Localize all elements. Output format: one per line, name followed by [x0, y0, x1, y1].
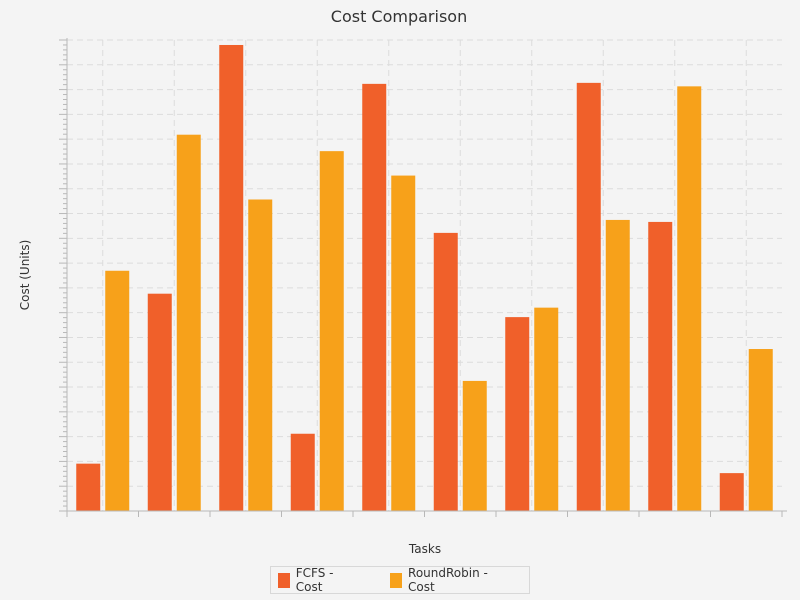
bar-series-0-category-4: [362, 83, 387, 511]
legend-item-roundrobin: RoundRobin - Cost: [390, 566, 495, 594]
bar-series-1-category-3: [319, 151, 344, 511]
bar-series-0-category-2: [219, 44, 244, 511]
bar-series-0-category-6: [505, 317, 530, 511]
bar-series-1-category-7: [605, 219, 630, 511]
y-axis-label: Cost (Units): [18, 240, 32, 311]
legend: FCFS - Cost RoundRobin - Cost: [270, 566, 530, 594]
legend-swatch-roundrobin: [390, 572, 403, 588]
bar-series-0-category-7: [576, 82, 601, 511]
bar-series-1-category-5: [462, 380, 487, 511]
bar-series-1-category-6: [534, 307, 559, 511]
bar-series-0-category-1: [147, 293, 172, 511]
x-axis-label: Tasks: [408, 542, 441, 556]
bar-series-1-category-0: [105, 270, 130, 511]
bar-series-1-category-2: [248, 199, 273, 511]
bar-series-0-category-0: [76, 463, 101, 511]
bars: [76, 44, 773, 512]
legend-label-fcfs: FCFS - Cost: [295, 566, 334, 594]
bar-series-0-category-8: [648, 221, 673, 511]
axes: [59, 38, 787, 517]
legend-item-fcfs: FCFS - Cost: [278, 566, 349, 594]
legend-swatch-fcfs: [278, 572, 290, 588]
legend-label-roundrobin: RoundRobin - Cost: [408, 566, 488, 594]
bar-series-1-category-9: [748, 349, 773, 511]
grid: [67, 39, 782, 511]
chart-title: Cost Comparison: [331, 7, 467, 26]
bar-series-1-category-4: [391, 175, 416, 512]
bar-series-0-category-5: [433, 232, 458, 511]
bar-series-1-category-1: [176, 134, 201, 511]
bar-series-0-category-3: [290, 433, 315, 511]
bar-series-0-category-9: [719, 473, 744, 511]
bar-series-1-category-8: [677, 86, 702, 511]
